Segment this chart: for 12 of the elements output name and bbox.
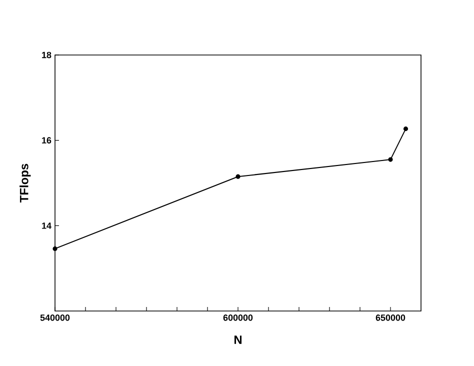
y-axis-title: TFlops (20, 164, 31, 202)
x-tick-label: 540000 (40, 314, 70, 321)
y-tick-label: 16 (42, 137, 52, 144)
point (403, 126, 408, 132)
y-tick-label: 18 (42, 52, 52, 58)
x-tick-label: 650000 (376, 314, 406, 321)
point (388, 157, 393, 162)
x-tick-label: 600000 (223, 314, 253, 321)
y-tick-label: 14 (42, 222, 52, 229)
x-axis-title: N (234, 336, 242, 344)
point (52, 246, 58, 251)
point (236, 174, 240, 179)
